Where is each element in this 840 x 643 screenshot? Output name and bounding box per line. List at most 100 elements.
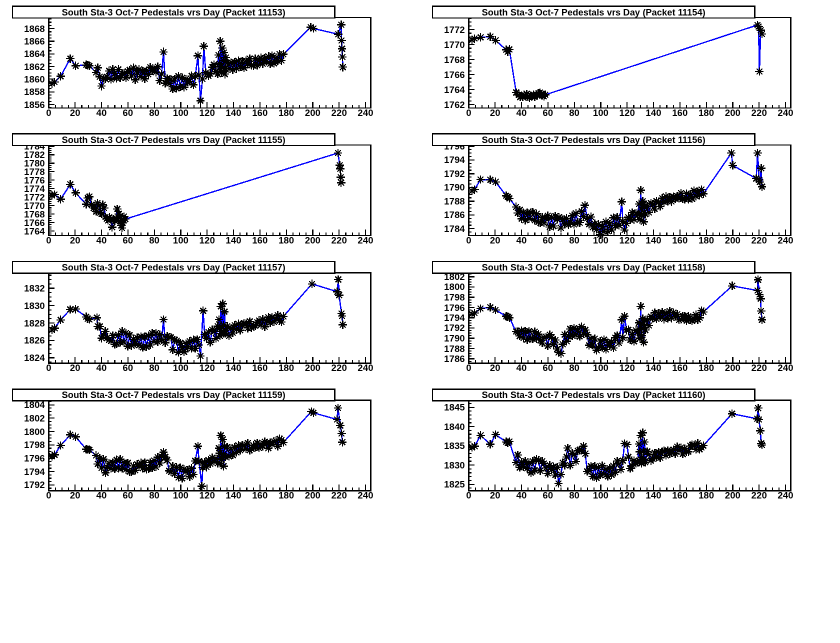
svg-text:60: 60 (543, 107, 553, 118)
svg-text:1790: 1790 (444, 182, 465, 193)
svg-text:1794: 1794 (444, 312, 466, 323)
svg-text:1840: 1840 (444, 421, 465, 432)
svg-text:100: 100 (173, 362, 189, 373)
svg-text:160: 160 (252, 235, 268, 246)
svg-text:20: 20 (70, 490, 80, 501)
svg-text:1784: 1784 (444, 223, 466, 234)
svg-text:South Sta-3 Oct-7 Pedestals vr: South Sta-3 Oct-7 Pedestals vrs Day (Pac… (62, 135, 286, 145)
svg-text:120: 120 (199, 490, 215, 501)
svg-text:160: 160 (672, 235, 688, 246)
svg-text:140: 140 (226, 107, 242, 118)
svg-text:60: 60 (123, 362, 133, 373)
svg-text:1830: 1830 (24, 300, 45, 311)
svg-text:1864: 1864 (24, 48, 46, 59)
svg-text:160: 160 (252, 107, 268, 118)
svg-text:80: 80 (569, 362, 579, 373)
svg-text:40: 40 (516, 107, 526, 118)
svg-text:220: 220 (331, 107, 347, 118)
svg-text:160: 160 (252, 362, 268, 373)
svg-text:20: 20 (490, 362, 500, 373)
svg-text:1766: 1766 (444, 69, 465, 80)
svg-text:160: 160 (672, 107, 688, 118)
svg-text:240: 240 (358, 235, 374, 246)
svg-text:1794: 1794 (444, 154, 466, 165)
svg-text:1828: 1828 (24, 317, 45, 328)
svg-text:120: 120 (619, 362, 635, 373)
svg-text:1764: 1764 (24, 225, 46, 236)
svg-text:60: 60 (123, 490, 133, 501)
svg-text:1768: 1768 (24, 208, 45, 219)
svg-text:1866: 1866 (24, 36, 45, 47)
svg-text:1802: 1802 (444, 271, 465, 282)
svg-text:20: 20 (490, 235, 500, 246)
svg-text:1792: 1792 (444, 322, 465, 333)
svg-text:220: 220 (331, 235, 347, 246)
svg-text:1790: 1790 (444, 333, 465, 344)
svg-text:1825: 1825 (444, 479, 465, 490)
svg-text:100: 100 (593, 235, 609, 246)
svg-text:0: 0 (466, 107, 471, 118)
svg-text:40: 40 (516, 362, 526, 373)
svg-text:0: 0 (46, 235, 51, 246)
svg-text:120: 120 (619, 107, 635, 118)
svg-text:0: 0 (466, 490, 471, 501)
svg-text:120: 120 (199, 107, 215, 118)
svg-text:40: 40 (96, 490, 106, 501)
svg-text:1772: 1772 (444, 24, 465, 35)
svg-text:220: 220 (751, 235, 767, 246)
svg-text:200: 200 (305, 107, 321, 118)
svg-text:South Sta-3 Oct-7 Pedestals vr: South Sta-3 Oct-7 Pedestals vrs Day (Pac… (62, 7, 286, 17)
svg-text:1788: 1788 (444, 343, 465, 354)
svg-text:1774: 1774 (24, 183, 46, 194)
svg-text:200: 200 (305, 362, 321, 373)
svg-text:South Sta-3 Oct-7 Pedestals vr: South Sta-3 Oct-7 Pedestals vrs Day (Pac… (482, 7, 706, 17)
svg-text:1772: 1772 (24, 191, 45, 202)
svg-text:220: 220 (751, 490, 767, 501)
svg-text:1778: 1778 (24, 166, 45, 177)
svg-text:160: 160 (252, 490, 268, 501)
svg-text:80: 80 (569, 107, 579, 118)
svg-text:200: 200 (725, 107, 741, 118)
svg-text:1798: 1798 (444, 292, 465, 303)
svg-text:220: 220 (751, 362, 767, 373)
svg-text:80: 80 (569, 235, 579, 246)
svg-text:0: 0 (46, 490, 51, 501)
svg-text:1835: 1835 (444, 440, 465, 451)
svg-text:20: 20 (490, 490, 500, 501)
svg-text:60: 60 (123, 107, 133, 118)
svg-text:1856: 1856 (24, 99, 45, 110)
svg-text:80: 80 (149, 362, 159, 373)
svg-text:120: 120 (199, 235, 215, 246)
svg-text:240: 240 (778, 107, 794, 118)
svg-text:140: 140 (646, 107, 662, 118)
svg-text:1830: 1830 (444, 459, 465, 470)
svg-text:80: 80 (569, 490, 579, 501)
svg-text:1862: 1862 (24, 61, 45, 72)
svg-text:1792: 1792 (444, 168, 465, 179)
svg-text:1762: 1762 (444, 99, 465, 110)
svg-text:120: 120 (199, 362, 215, 373)
svg-text:20: 20 (70, 235, 80, 246)
svg-text:160: 160 (672, 362, 688, 373)
svg-text:1860: 1860 (24, 73, 45, 84)
svg-text:South Sta-3 Oct-7 Pedestals vr: South Sta-3 Oct-7 Pedestals vrs Day (Pac… (482, 263, 706, 273)
svg-text:60: 60 (543, 362, 553, 373)
svg-text:40: 40 (96, 235, 106, 246)
svg-text:1800: 1800 (444, 281, 465, 292)
svg-text:1804: 1804 (24, 399, 46, 410)
svg-text:1776: 1776 (24, 174, 45, 185)
svg-text:20: 20 (70, 362, 80, 373)
svg-text:140: 140 (646, 362, 662, 373)
svg-text:240: 240 (778, 235, 794, 246)
svg-text:240: 240 (778, 490, 794, 501)
svg-text:200: 200 (305, 490, 321, 501)
svg-text:240: 240 (358, 362, 374, 373)
svg-text:1770: 1770 (444, 39, 465, 50)
svg-text:240: 240 (358, 490, 374, 501)
svg-text:0: 0 (466, 362, 471, 373)
svg-text:100: 100 (593, 490, 609, 501)
svg-text:140: 140 (226, 490, 242, 501)
svg-text:80: 80 (149, 107, 159, 118)
svg-text:0: 0 (46, 362, 51, 373)
svg-text:0: 0 (466, 235, 471, 246)
